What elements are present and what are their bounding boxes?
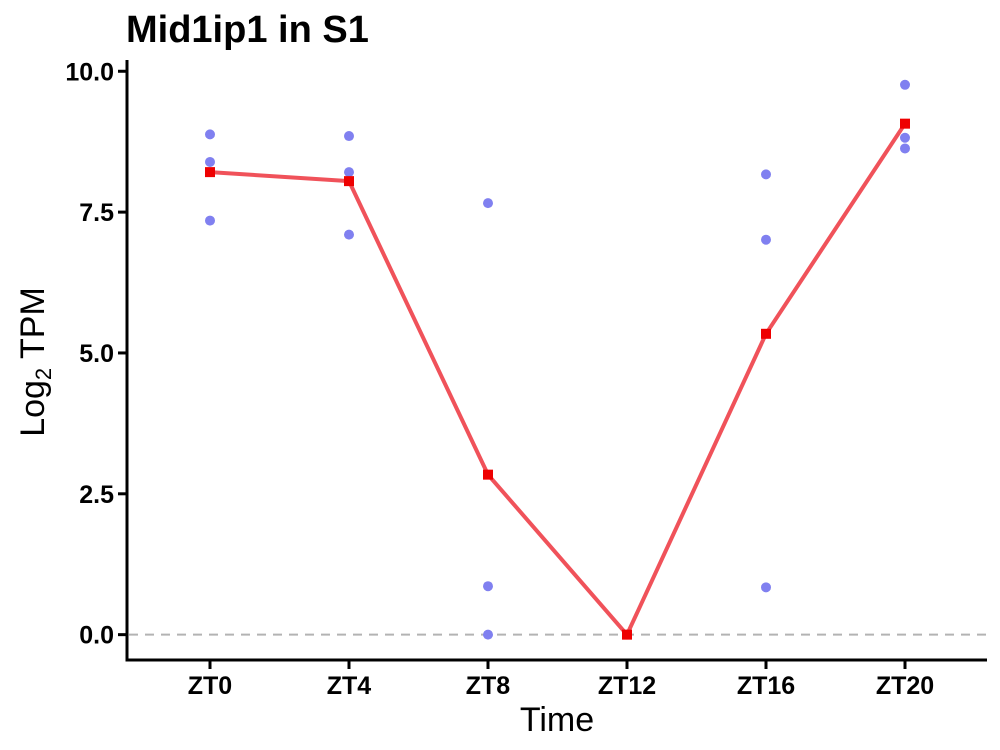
replicate-point (761, 234, 771, 245)
y-tick-label: 0.0 (79, 622, 114, 650)
mean-marker (761, 328, 771, 339)
replicate-point (761, 169, 771, 180)
y-axis-title: Log2 TPM (14, 287, 56, 437)
y-axis-title-prefix: Log (14, 380, 52, 437)
mean-line (209, 122, 907, 637)
y-axis-title-suffix: TPM (14, 287, 52, 368)
x-tick-label: ZT16 (737, 672, 795, 700)
x-tick-label: ZT4 (327, 672, 372, 700)
replicate-point (344, 131, 354, 142)
replicate-point (483, 629, 493, 640)
x-tick-label: ZT0 (188, 672, 232, 700)
replicate-point (205, 129, 215, 140)
mean-marker (483, 469, 493, 480)
axes: 0.0 2.5 5.0 7.5 10.0 ZT0 ZT4 ZT8 ZT12 ZT16 ZT20 (65, 58, 987, 700)
y-tick-label: 2.5 (79, 481, 114, 509)
y-tick-label: 10.0 (65, 58, 114, 86)
mean-marker (622, 629, 632, 640)
x-tick-label: ZT12 (598, 672, 656, 700)
y-tick-label: 7.5 (79, 199, 114, 227)
replicate-point (483, 198, 493, 209)
replicate-point (205, 215, 215, 226)
x-axis-title: Time (520, 701, 594, 739)
replicate-point (761, 582, 771, 593)
mean-marker (900, 118, 910, 129)
replicate-point (900, 79, 910, 90)
mean-line-layer (205, 118, 910, 640)
replicate-point (900, 132, 910, 143)
replicate-point (344, 167, 354, 178)
replicate-point (344, 229, 354, 240)
replicate-point (900, 143, 910, 154)
replicate-point (205, 156, 215, 167)
replicate-points (205, 79, 910, 640)
mean-marker (205, 167, 215, 178)
x-tick-label: ZT20 (876, 672, 934, 700)
y-axis-title-subscript: 2 (31, 368, 56, 380)
y-tick-label: 5.0 (79, 340, 114, 368)
x-tick-label: ZT8 (466, 672, 511, 700)
replicate-point (483, 581, 493, 592)
chart-title: Mid1ip1 in S1 (126, 9, 369, 51)
mean-marker (344, 176, 354, 187)
